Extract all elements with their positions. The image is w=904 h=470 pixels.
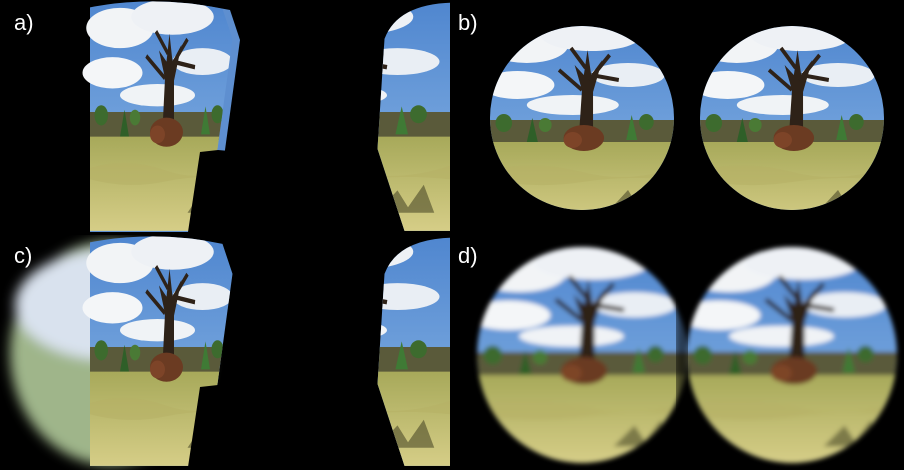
panel-c-label: c) bbox=[14, 243, 32, 268]
panel-b-render: b) bbox=[458, 10, 884, 210]
panel-a-label: a) bbox=[14, 10, 34, 35]
panel-b-label: b) bbox=[458, 10, 478, 35]
panel-c: c) bbox=[0, 235, 452, 470]
panel-d: d) bbox=[452, 235, 904, 470]
panel-d-label: d) bbox=[458, 243, 478, 268]
panel-c-render: c) bbox=[10, 235, 452, 470]
panel-a: a) bbox=[0, 0, 452, 235]
panel-b: b) bbox=[452, 0, 904, 235]
panel-a-render: a) bbox=[14, 0, 452, 235]
panel-d-render: d) bbox=[458, 235, 904, 470]
